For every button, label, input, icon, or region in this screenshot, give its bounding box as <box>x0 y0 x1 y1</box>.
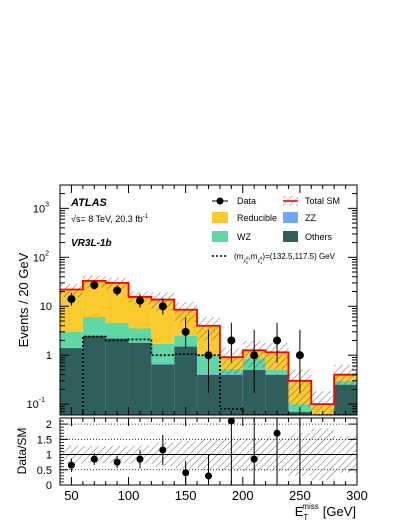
ratio-tick-label-2: 1 <box>46 450 52 462</box>
ratio-reference-lines <box>60 423 357 471</box>
data-points <box>67 280 304 393</box>
legend-total-label: Total SM <box>305 196 340 206</box>
y-tick-label-0: 10-1 <box>27 397 46 411</box>
stack-bar-reducible-3 <box>128 296 152 329</box>
ratio-y-axis: 0 0.5 1 1.5 2 <box>37 419 357 492</box>
uncertainty-bin-6 <box>197 317 220 341</box>
ratio-point-8 <box>250 455 258 463</box>
data-point-8 <box>250 351 259 360</box>
ratio-points <box>67 418 301 485</box>
stack-bar-others-1 <box>82 335 106 415</box>
ratio-tick-label-0: 0 <box>46 480 52 492</box>
data-point-6 <box>204 351 213 360</box>
ratio-point-0 <box>67 461 75 469</box>
stack-bar-wz-9 <box>265 369 289 375</box>
x-axis: 50 100 150 200 250 300 <box>59 418 368 503</box>
ratio-point-5 <box>182 469 190 477</box>
data-point-2 <box>113 286 122 295</box>
x-tick-label-2: 150 <box>175 488 197 503</box>
legend-total-sm: Total SM <box>283 196 340 206</box>
ratio-tick-label-4: 2 <box>46 419 52 431</box>
x-axis-title: ETmiss [GeV] <box>295 502 356 522</box>
legend-signal-label: (mχ̃20,mχ̃10)=(132.5,117.5) GeV <box>234 252 336 265</box>
total-sm-line <box>60 279 357 406</box>
legend-wz-label: WZ <box>237 232 251 242</box>
y-tick-label-1: 1 <box>46 350 52 362</box>
legend-others-label: Others <box>305 232 333 242</box>
uncertainty-bin-0 <box>60 283 83 298</box>
legend-data-label: Data <box>237 196 256 206</box>
uncertainty-bin-11 <box>311 391 335 415</box>
experiment-label: ATLAS <box>70 197 108 209</box>
stack-bar-others-4 <box>151 364 175 415</box>
data-point-9 <box>273 336 282 345</box>
legend: Data Total SM Reducible ZZ WZ Others (mχ… <box>212 196 340 265</box>
stack-bar-wz-2 <box>105 322 129 339</box>
data-point-7 <box>227 336 236 345</box>
ratio-point-2 <box>113 458 121 466</box>
legend-others: Others <box>283 231 333 242</box>
y-tick-label-2: 10 <box>40 301 52 313</box>
stack-bar-others-7 <box>219 374 243 415</box>
data-point-0 <box>67 295 76 304</box>
y-axis: 10-1 1 10 102 103 <box>27 184 357 416</box>
data-point-5 <box>181 327 190 336</box>
total-sm-step <box>60 279 357 406</box>
stack-bar-reducible-0 <box>60 289 83 332</box>
ratio-tick-label-3: 1.5 <box>37 434 52 446</box>
ratio-point-3 <box>136 455 144 463</box>
uncertainty-bin-5 <box>174 301 198 323</box>
legend-reducible-label: Reducible <box>237 213 277 223</box>
x-tick-label-1: 100 <box>118 488 140 503</box>
stack-bar-others-9 <box>265 374 289 415</box>
ratio-panel: 0 0.5 1 1.5 2 50 100 150 200 250 300 <box>37 417 368 503</box>
data-point-1 <box>90 281 99 290</box>
signal-line <box>81 335 357 415</box>
x-tick-label-5: 300 <box>346 488 368 503</box>
uncertainty-bin-12 <box>334 364 357 395</box>
stack-bar-zz-7 <box>219 374 243 375</box>
data-point-3 <box>135 296 144 305</box>
legend-signal: (mχ̃20,mχ̃10)=(132.5,117.5) GeV <box>212 252 336 265</box>
data-point-10 <box>295 351 304 360</box>
legend-data: Data <box>212 196 256 206</box>
y-tick-label-4: 103 <box>33 201 49 215</box>
legend-wz: WZ <box>212 231 251 242</box>
stack-bar-others-6 <box>197 374 220 415</box>
signal-step <box>81 335 357 415</box>
data-point-4 <box>158 302 167 311</box>
y-axis-title: Events / 20 GeV <box>16 252 31 347</box>
y-tick-label-3: 102 <box>33 250 49 264</box>
legend-zz-label: ZZ <box>305 213 316 223</box>
stack-bar-wz-0 <box>60 331 83 348</box>
ratio-point-6 <box>205 472 212 480</box>
x-tick-label-0: 50 <box>64 488 78 503</box>
region-label: VR3L-1b <box>71 238 112 249</box>
energy-lumi-label: √s= 8 TeV, 20.3 fb-1 <box>71 214 149 224</box>
ratio-axis-title: Data/SM <box>15 428 29 475</box>
main-panel: 10-1 1 10 102 103 <box>27 184 358 416</box>
stack-bar-others-2 <box>105 338 129 415</box>
stack-bar-wz-4 <box>151 343 175 365</box>
x-tick-label-4: 250 <box>289 488 311 503</box>
stack-bar-wz-1 <box>82 317 106 336</box>
uncertainty-band <box>60 275 357 415</box>
stack-bar-wz-3 <box>128 328 152 343</box>
stack-bar-others-5 <box>174 346 198 415</box>
x-ticks-main <box>59 185 358 415</box>
ratio-point-9 <box>273 429 281 437</box>
stack-bar-reducible-1 <box>82 280 106 318</box>
stack-bar-others-0 <box>60 348 83 415</box>
ratio-point-1 <box>90 455 98 463</box>
stack-bar-others-3 <box>128 342 152 415</box>
legend-reducible: Reducible <box>212 212 277 223</box>
ratio-tick-label-1: 0.5 <box>37 465 52 477</box>
ratio-point-4 <box>159 446 167 454</box>
stack-bar-reducible-4 <box>151 299 175 344</box>
legend-zz: ZZ <box>283 212 316 223</box>
stack-bar-reducible-2 <box>105 283 129 323</box>
x-tick-label-3: 200 <box>232 488 254 503</box>
